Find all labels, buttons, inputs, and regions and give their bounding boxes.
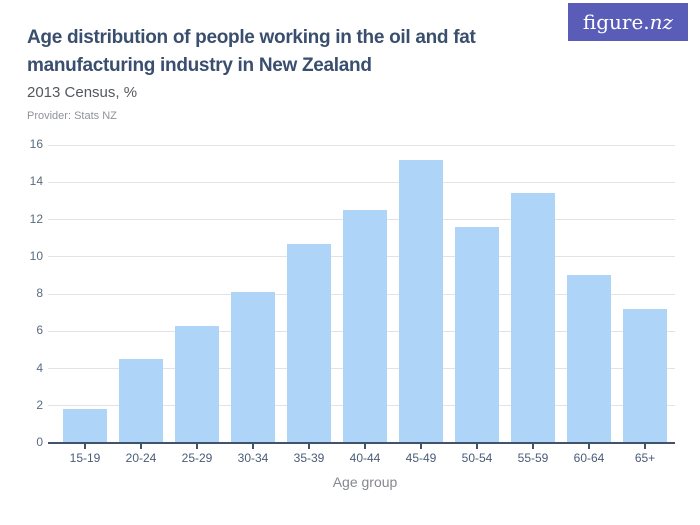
x-axis-tick [252, 444, 254, 449]
bar-40-44 [343, 210, 387, 443]
bar-35-39 [287, 243, 331, 443]
x-axis-tick-label: 35-39 [293, 451, 325, 465]
x-axis-tick [140, 444, 142, 449]
y-axis-tick-label: 16 [29, 137, 43, 151]
x-axis-tick-label: 25-29 [181, 451, 213, 465]
y-axis-tick-label: 2 [36, 397, 43, 412]
chart-subtitle: 2013 Census, % [27, 84, 138, 101]
provider-label: Provider: Stats NZ [27, 110, 117, 122]
x-axis-tick [308, 444, 310, 449]
x-axis-tick-label: 50-54 [461, 451, 493, 465]
bar-15-19 [63, 409, 107, 443]
x-axis-tick [588, 444, 590, 449]
x-axis-title: Age group [332, 474, 398, 490]
y-axis-tick-label: 8 [36, 286, 43, 300]
x-axis-tick-label: 15-19 [69, 451, 101, 465]
x-axis-tick [532, 444, 534, 449]
x-axis-tick [420, 444, 422, 449]
bar-55-59 [511, 193, 555, 443]
figurenz-logo-text: figure. [582, 10, 650, 34]
x-axis-tick-label: 20-24 [125, 451, 157, 465]
x-axis-tick [476, 444, 478, 449]
y-axis-tick-label: 4 [36, 360, 43, 375]
x-axis-tick-label: 55-59 [517, 451, 549, 465]
x-axis-tick [644, 444, 646, 449]
gridline-y14 [48, 181, 675, 183]
bar-25-29 [175, 325, 219, 443]
bar-20-24 [119, 359, 163, 443]
bar-65+ [623, 308, 667, 443]
x-axis-tick-label: 65+ [634, 451, 656, 465]
y-axis-tick-label: 6 [36, 323, 43, 338]
y-axis-tick-label: 0 [36, 435, 43, 449]
chart-title: Age distribution of people working in th… [27, 27, 476, 76]
gridline-y16 [48, 144, 675, 146]
x-axis-tick-label: 45-49 [405, 451, 437, 465]
x-axis-line [48, 442, 675, 444]
figurenz-logo-text-nz: nz [649, 10, 674, 34]
y-axis-tick-label: 14 [29, 174, 43, 189]
bar-30-34 [231, 292, 275, 443]
bar-45-49 [399, 159, 443, 443]
x-axis-tick [364, 444, 366, 449]
x-axis-tick-label: 30-34 [237, 451, 269, 465]
y-axis-tick-label: 12 [29, 211, 43, 226]
bar-60-64 [567, 275, 611, 443]
y-axis-tick-label: 10 [29, 248, 43, 263]
bar-50-54 [455, 226, 499, 443]
x-axis-tick [196, 444, 198, 449]
x-axis-tick [84, 444, 86, 449]
x-axis-tick-label: 40-44 [349, 451, 381, 465]
figurenz-logo[interactable]: figure. nz [568, 3, 688, 41]
x-axis-tick-label: 60-64 [573, 451, 605, 465]
